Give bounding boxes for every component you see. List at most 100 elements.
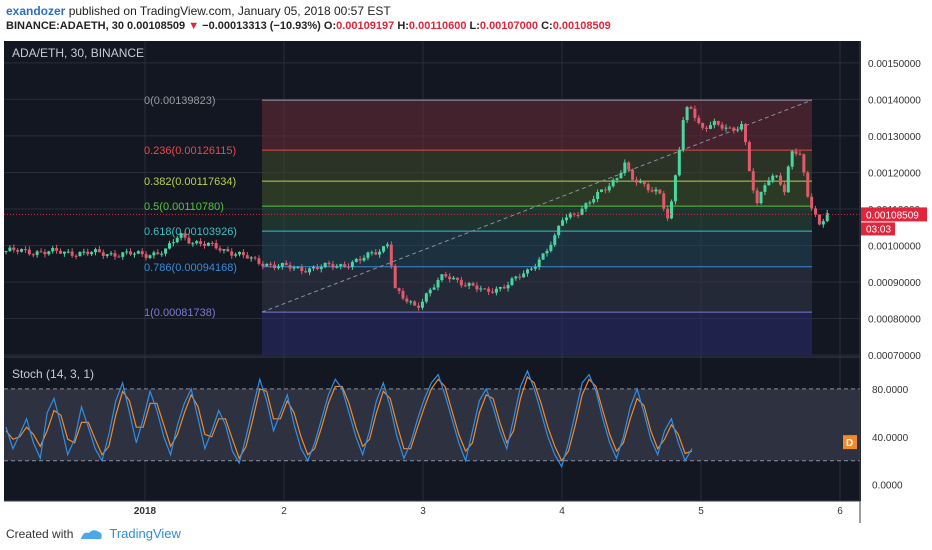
chart-canvas[interactable]: 0(0.00139823) 0.236(0.00126115) 0.382(0.00… [0, 37, 932, 523]
candle-body [288, 265, 292, 269]
candle-body [140, 251, 144, 255]
candle-body [743, 124, 747, 143]
candle-body [238, 252, 242, 255]
candle-body [689, 107, 693, 109]
candle-body [658, 189, 662, 194]
candle-body [409, 301, 413, 303]
candle-body [362, 257, 366, 261]
candle-body [420, 301, 424, 308]
candle-body [74, 255, 78, 257]
footer: Created with TradingView [6, 526, 181, 541]
candle-body [319, 267, 323, 270]
high-label: H: [397, 20, 409, 32]
candle-body [378, 251, 382, 255]
candle-body [584, 203, 588, 209]
candle-body [701, 123, 705, 128]
candle-body [592, 199, 596, 203]
candle-body [358, 258, 362, 261]
candle-body [148, 255, 152, 258]
candle-body [662, 193, 666, 209]
candle-body [253, 257, 257, 259]
candle-body [775, 175, 779, 177]
candle-body [599, 189, 603, 193]
candle-body [97, 249, 101, 253]
candle-body [557, 225, 561, 236]
candle-body [4, 250, 8, 252]
candle-body [90, 252, 94, 255]
candle-body [191, 243, 195, 245]
fib-zone [262, 181, 812, 207]
candle-body [459, 279, 463, 286]
candle-body [284, 262, 288, 266]
author-name[interactable]: exandozer [6, 4, 66, 18]
candle-body [164, 248, 168, 254]
candle-body [308, 268, 312, 273]
candle-body [479, 288, 483, 290]
candle-body [113, 253, 117, 257]
candle-body [385, 244, 389, 247]
stoch-title: Stoch (14, 3, 1) [12, 367, 94, 381]
tradingview-brand[interactable]: TradingView [109, 526, 181, 541]
fib-level-label: 0(0.00139823) [144, 95, 216, 107]
candle-body [817, 214, 821, 225]
candle-body [311, 267, 315, 269]
candle-body [393, 265, 397, 289]
candle-body [603, 189, 607, 191]
price-tick-label: 0.00070000 [868, 351, 921, 362]
candle-body [292, 267, 296, 269]
candle-body [350, 261, 354, 268]
candle-body [156, 252, 160, 255]
candle-body [716, 120, 720, 125]
fibonacci-zones [262, 99, 812, 355]
candle-body [802, 154, 806, 173]
candle-body [94, 249, 98, 253]
candle-body [483, 288, 487, 290]
candle-body [82, 251, 86, 253]
fib-zone [262, 206, 812, 232]
last-price-tag-label: 0.00108509 [866, 210, 919, 221]
fib-zone [262, 150, 812, 182]
candle-body [553, 235, 557, 245]
candle-body [432, 287, 436, 290]
candle-body [463, 285, 467, 287]
candle-body [537, 259, 541, 267]
candle-body [222, 249, 226, 251]
candle-body [650, 190, 654, 192]
main-chart-title: ADA/ETH, 30, BINANCE [12, 46, 144, 60]
last-price: 0.00108509 [127, 20, 186, 32]
candle-body [370, 252, 374, 254]
candle-body [12, 247, 16, 251]
close-value: 0.00108509 [552, 20, 611, 32]
fib-zone [262, 100, 812, 151]
price-axis-background [861, 37, 932, 523]
candle-body [261, 263, 265, 267]
candle-body [510, 278, 514, 286]
fib-level-label: 1(0.00081738) [144, 307, 216, 319]
candle-body [206, 242, 210, 246]
candle-body [171, 242, 175, 244]
low-value: 0.00107000 [479, 20, 539, 32]
fib-zone [262, 266, 812, 313]
candle-body [712, 120, 716, 126]
price-tick-label: 0.00140000 [868, 95, 921, 106]
candle-body [611, 179, 615, 187]
fibonacci-labels: 0(0.00139823) 0.236(0.00126115) 0.382(0.00… [144, 95, 237, 319]
candle-body [187, 237, 191, 244]
publish-header: exandozer published on TradingView.com, … [6, 4, 391, 18]
stoch-axis[interactable]: 80.0000 40.0000 0.0000 [872, 385, 909, 492]
candle-body [55, 248, 59, 251]
stoch-tick-label: 0.0000 [872, 481, 903, 492]
candle-body [315, 267, 319, 270]
candle-body [786, 166, 790, 193]
fib-level-label: 0.618(0.00103926) [144, 226, 237, 238]
candle-body [646, 184, 650, 191]
candle-body [697, 117, 701, 124]
candle-body [436, 280, 440, 288]
time-axis[interactable]: 2018 2 3 4 5 6 [134, 506, 843, 517]
candle-body [66, 251, 70, 253]
price-change: −0.00013313 (−10.93%) [202, 20, 321, 32]
candle-body [506, 285, 510, 289]
candle-body [502, 287, 506, 289]
candle-body [440, 274, 444, 281]
candle-body [685, 107, 689, 121]
